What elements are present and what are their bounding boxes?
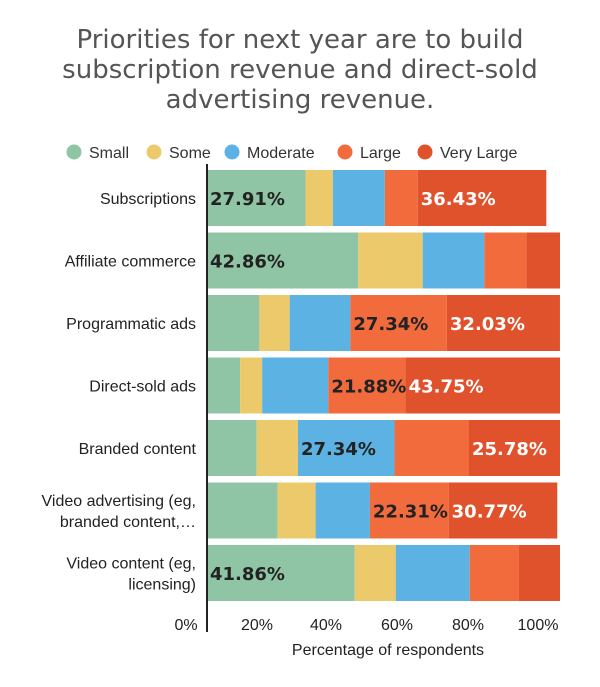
bar-affiliate-commerce-small: [207, 232, 359, 289]
category-label: Direct-sold ads: [89, 379, 196, 396]
chart-title-line-2: subscription revenue and direct-sold: [62, 55, 538, 85]
data-label: 32.03%: [450, 314, 525, 335]
bar-affiliate-commerce-very-large: [526, 232, 560, 289]
category-label: Video content (eg,: [66, 556, 196, 573]
bar-video-advertising-eg-branded-content-large: [369, 482, 449, 539]
data-label: 27.34%: [353, 314, 428, 335]
bar-affiliate-commerce-large: [484, 232, 527, 289]
category-label: licensing): [128, 577, 196, 594]
legend-label-small: Small: [89, 145, 129, 162]
x-tick-label: 0%: [174, 617, 197, 634]
chart-title: Priorities for next year are to build su…: [62, 25, 538, 115]
bar-programmatic-ads-large: [350, 295, 447, 351]
bar-programmatic-ads-some: [259, 295, 290, 351]
bar-branded-content-large: [394, 420, 469, 476]
bar-programmatic-ads-moderate: [289, 295, 351, 351]
data-label: 27.34%: [301, 439, 376, 460]
bar-subscriptions-moderate: [332, 170, 385, 226]
bar-affiliate-commerce-some: [358, 232, 423, 289]
category-label: Affiliate commerce: [65, 254, 196, 271]
bar-subscriptions-very-large: [417, 170, 547, 226]
legend-swatch-some: [146, 144, 162, 160]
legend-label-very-large: Very Large: [440, 145, 517, 162]
x-tick-label: 100%: [518, 617, 559, 634]
bar-video-advertising-eg-branded-content-moderate: [315, 482, 370, 539]
chart-title-line-3: advertising revenue.: [166, 85, 435, 115]
data-label: 25.78%: [472, 439, 547, 460]
data-label: 36.43%: [421, 189, 496, 210]
bar-branded-content-small: [207, 420, 257, 476]
data-labels: 27.91% 36.43% 42.86% 27.34% 32.03% 21.88% 43.7…: [210, 189, 547, 585]
category-label: Video advertising (eg,: [42, 493, 196, 510]
bar-direct-sold-ads-some: [240, 357, 263, 414]
x-tick-label: 20%: [241, 617, 273, 634]
data-label: 22.31%: [373, 502, 448, 523]
bar-video-advertising-eg-branded-content-small: [207, 482, 278, 539]
category-label: Programmatic ads: [66, 316, 196, 333]
data-label: 41.86%: [210, 564, 285, 585]
data-label: 30.77%: [452, 502, 527, 523]
bars: [207, 170, 560, 601]
bar-video-content-eg-licensing-small: [207, 545, 355, 601]
legend-label-large: Large: [360, 145, 401, 162]
bar-direct-sold-ads-moderate: [262, 357, 329, 414]
chart-title-line-1: Priorities for next year are to build: [77, 25, 524, 55]
bar-subscriptions-small: [207, 170, 306, 226]
x-tick-label: 60%: [381, 617, 413, 634]
legend-swatch-small: [66, 144, 82, 160]
category-labels: Subscriptions Affiliate commerce Programma…: [42, 191, 197, 594]
data-label: 42.86%: [210, 252, 285, 273]
bar-subscriptions-large: [384, 170, 418, 226]
category-label: Branded content: [79, 441, 197, 458]
legend-label-some: Some: [169, 145, 211, 162]
bar-video-content-eg-licensing-very-large: [518, 545, 560, 601]
legend-swatch-moderate: [224, 144, 240, 160]
bar-video-advertising-eg-branded-content-some: [277, 482, 316, 539]
category-label: branded content,…: [60, 514, 196, 531]
bar-video-content-eg-licensing-some: [354, 545, 396, 601]
bar-branded-content-moderate: [298, 420, 395, 476]
bar-direct-sold-ads-small: [207, 357, 241, 414]
bar-video-content-eg-licensing-moderate: [395, 545, 470, 601]
x-axis-title: Percentage of respondents: [292, 642, 484, 659]
bar-branded-content-very-large: [468, 420, 560, 476]
category-label: Subscriptions: [100, 191, 196, 208]
data-label: 43.75%: [409, 377, 484, 398]
legend-swatch-very-large: [417, 144, 433, 160]
x-axis-ticks: 0% 20% 40% 60% 80% 100%: [174, 617, 558, 634]
data-label: 21.88%: [331, 377, 406, 398]
bar-direct-sold-ads-very-large: [405, 357, 560, 414]
bar-subscriptions-some: [305, 170, 333, 226]
bar-direct-sold-ads-large: [328, 357, 406, 414]
bar-programmatic-ads-very-large: [446, 295, 560, 351]
bar-video-advertising-eg-branded-content-very-large: [448, 482, 558, 539]
bar-affiliate-commerce-moderate: [422, 232, 485, 289]
x-tick-label: 80%: [452, 617, 484, 634]
legend-label-moderate: Moderate: [247, 145, 315, 162]
x-tick-label: 40%: [310, 617, 342, 634]
bar-branded-content-some: [256, 420, 299, 476]
bar-video-content-eg-licensing-large: [469, 545, 519, 601]
legend: Small Some Moderate Large Very Large: [66, 144, 517, 162]
legend-swatch-large: [337, 144, 353, 160]
bar-programmatic-ads-small: [207, 295, 260, 351]
data-label: 27.91%: [210, 189, 285, 210]
